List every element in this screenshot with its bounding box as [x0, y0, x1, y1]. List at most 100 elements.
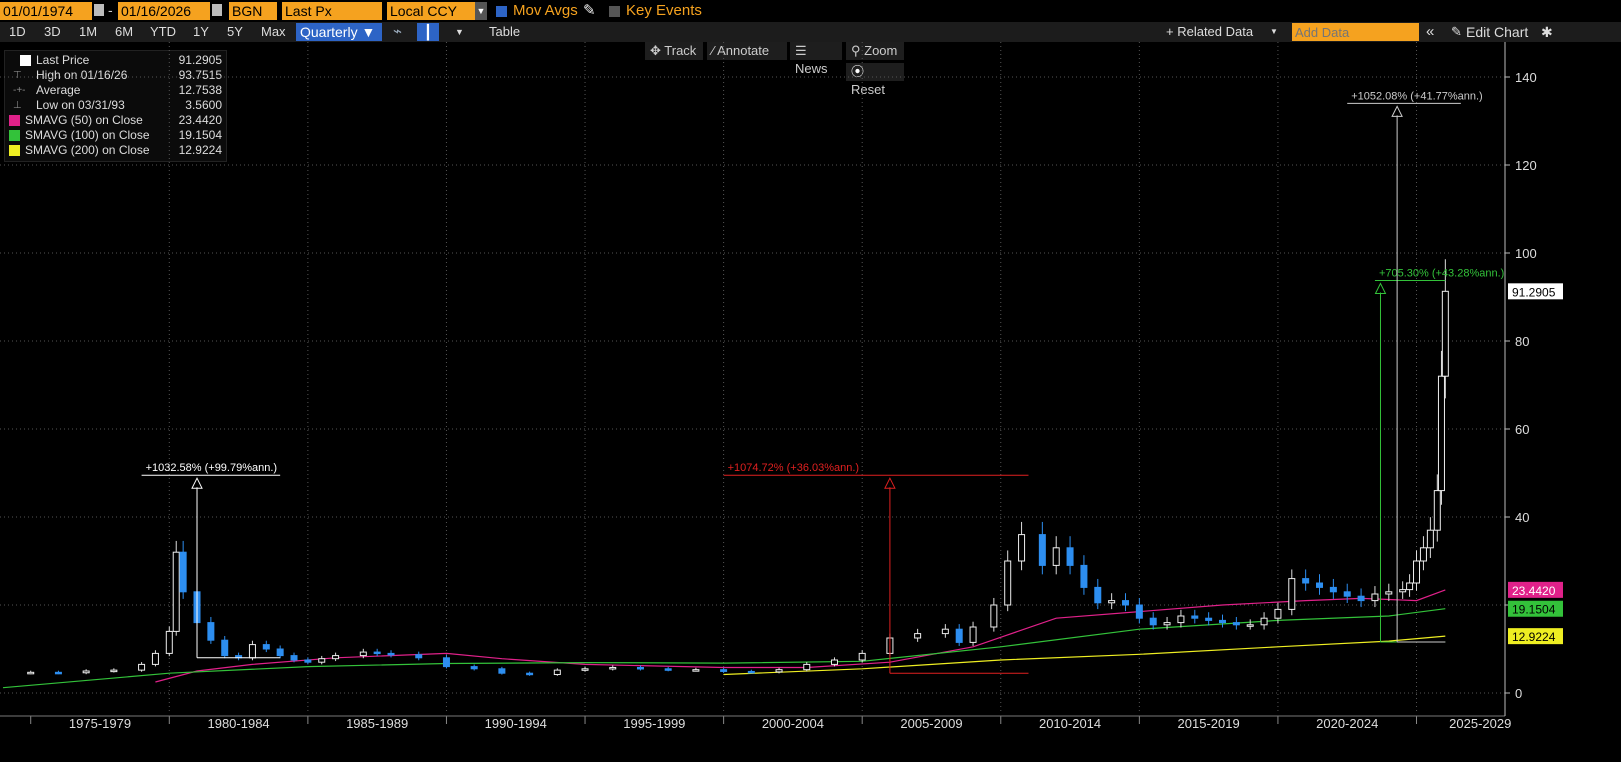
y-tick-label: 80 — [1515, 334, 1529, 349]
candle-body — [1343, 591, 1351, 597]
candle-body — [526, 672, 534, 676]
candle-body — [941, 628, 949, 635]
calendar-icon[interactable] — [94, 4, 104, 16]
candle-body — [1441, 290, 1449, 377]
period-max[interactable]: Max — [261, 24, 286, 39]
legend-label: Average — [36, 83, 81, 97]
collapse-icon[interactable]: « — [1426, 23, 1435, 40]
field-selector[interactable]: Last Px — [282, 2, 382, 20]
key-events-label[interactable]: Key Events — [626, 2, 702, 19]
track-button[interactable]: ✥ Track — [645, 42, 703, 60]
x-tick-label: 2010-2014 — [1039, 716, 1101, 731]
period-toolbar: 1D 3D 1M 6M YTD 1Y 5Y Max Quarterly ▼ ⌁ … — [0, 22, 1621, 42]
candle-body — [1163, 622, 1171, 626]
track-label: Track — [664, 43, 697, 58]
price-chart[interactable]: +1032.58% (+99.79%ann.) +1074.72% (+36.03… — [0, 42, 1621, 762]
legend-label: Low on 03/31/93 — [36, 98, 125, 112]
candle-body — [27, 671, 35, 675]
edit-chart-button[interactable]: Edit Chart — [1466, 24, 1529, 40]
legend-value: 12.9224 — [178, 143, 222, 157]
reset-label: Reset — [851, 82, 885, 97]
candle-body — [151, 652, 159, 665]
arrow-head-icon — [191, 477, 203, 489]
candle-body — [207, 622, 215, 641]
period-ytd[interactable]: YTD — [150, 24, 176, 39]
sma-line — [723, 635, 1446, 676]
candle-body — [1121, 600, 1129, 606]
legend-item[interactable]: SMAVG (50) on Close 23.4420 — [5, 113, 228, 128]
candle-body — [110, 669, 118, 673]
annotation-label: +1032.58% (+99.79%ann.) — [146, 462, 278, 474]
x-tick-label: 1985-1989 — [346, 716, 408, 731]
legend-item[interactable]: Last Price 91.2905 — [5, 53, 228, 68]
candle-body — [1177, 615, 1185, 624]
legend-item[interactable]: ⊥ Low on 03/31/93 3.5600 — [5, 98, 228, 113]
period-5y[interactable]: 5Y — [227, 24, 243, 39]
candle-body — [858, 652, 866, 661]
period-1d[interactable]: 1D — [9, 24, 26, 39]
candle-body — [248, 644, 256, 659]
annotate-button[interactable]: ⁄ Annotate — [707, 42, 787, 60]
legend-item[interactable]: -+- Average 12.7538 — [5, 83, 228, 98]
frequency-selector[interactable]: Quarterly ▼ — [296, 23, 382, 41]
candle-body — [373, 651, 381, 655]
candle-body — [1004, 560, 1012, 606]
candle-body — [172, 551, 180, 632]
period-1m[interactable]: 1M — [79, 24, 98, 39]
x-tick-label: 1980-1984 — [207, 716, 269, 731]
currency-selector[interactable]: Local CCY — [387, 2, 475, 20]
candle-body — [138, 663, 146, 671]
candle-body — [1274, 608, 1282, 619]
candle-body — [1018, 534, 1026, 562]
y-tick-label: 60 — [1515, 422, 1529, 437]
mov-avgs-checkbox[interactable] — [496, 6, 507, 17]
legend-value: 93.7515 — [178, 68, 222, 82]
period-6m[interactable]: 6M — [115, 24, 134, 39]
candle-body — [332, 655, 340, 660]
chevron-down-icon[interactable]: ▼ — [1270, 27, 1278, 36]
add-data-input[interactable] — [1292, 23, 1419, 41]
period-1y[interactable]: 1Y — [193, 24, 209, 39]
legend-swatch — [9, 145, 20, 156]
candle-body — [1094, 586, 1102, 604]
candle-body — [830, 659, 838, 665]
candlestick-icon[interactable]: ┃ — [417, 23, 439, 41]
gear-icon[interactable]: ✱ — [1541, 24, 1553, 40]
candle-body — [304, 659, 312, 663]
mov-avgs-label[interactable]: Mov Avgs — [513, 2, 578, 19]
key-events-checkbox[interactable] — [609, 6, 620, 17]
calendar-icon[interactable] — [212, 4, 222, 16]
news-button[interactable]: ☰ News — [790, 42, 842, 76]
sma-line — [2, 608, 1446, 689]
ticker-field[interactable]: BGN — [229, 2, 277, 20]
candle-body — [1260, 617, 1268, 626]
pencil-icon[interactable]: ✎ — [1451, 24, 1462, 39]
low-marker-icon: ⊥ — [13, 100, 22, 111]
candle-body — [747, 670, 755, 674]
pencil-icon[interactable]: ✎ — [583, 2, 596, 19]
sma-line — [155, 589, 1446, 683]
table-button[interactable]: Table — [489, 24, 521, 39]
legend-label: SMAVG (200) on Close — [25, 143, 150, 157]
annotation-label: +1074.72% (+36.03%ann.) — [728, 462, 860, 474]
chevron-down-icon[interactable]: ▼ — [455, 27, 464, 37]
related-data-button[interactable]: + Related Data — [1166, 24, 1254, 39]
start-date-field[interactable]: 01/01/1974 — [0, 2, 92, 20]
legend-item[interactable]: SMAVG (100) on Close 19.1504 — [5, 128, 228, 143]
value-flag-label: 12.9224 — [1512, 630, 1556, 644]
legend-label: SMAVG (50) on Close — [25, 113, 143, 127]
value-flag-label: 23.4420 — [1512, 584, 1556, 598]
chevron-down-icon[interactable]: ▼ — [475, 2, 487, 20]
legend-item[interactable]: SMAVG (200) on Close 12.9224 — [5, 143, 228, 158]
end-date-field[interactable]: 01/16/2026 — [118, 2, 210, 20]
zoom-button[interactable]: ⚲ Zoom — [846, 42, 904, 60]
x-tick-label: 1975-1979 — [69, 716, 131, 731]
grid — [0, 42, 1505, 713]
line-chart-icon[interactable]: ⌁ — [393, 23, 403, 40]
annotation-label: +1052.08% (+41.77%ann.) — [1351, 90, 1483, 102]
x-tick-label: 2005-2009 — [900, 716, 962, 731]
period-3d[interactable]: 3D — [44, 24, 61, 39]
legend-item[interactable]: ⊤ High on 01/16/26 93.7515 — [5, 68, 228, 83]
candle-body — [664, 668, 672, 671]
value-flag — [1508, 283, 1563, 300]
